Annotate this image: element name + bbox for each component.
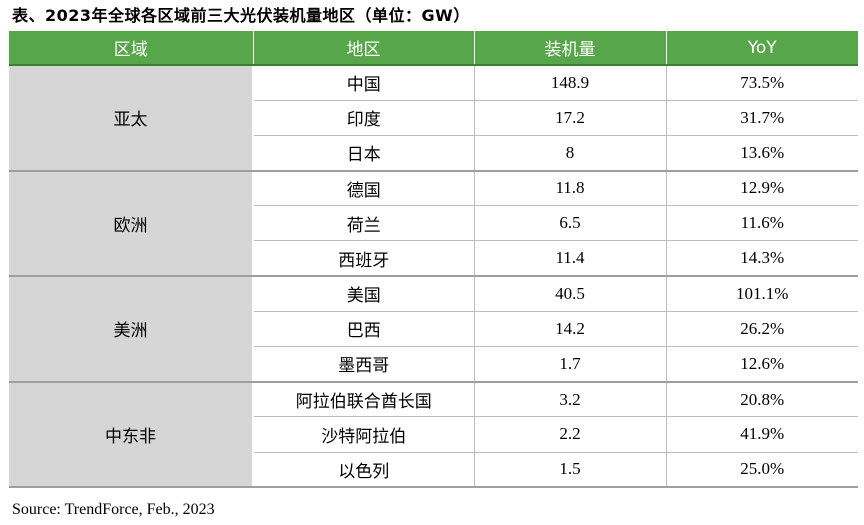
country-cell: 以色列 <box>253 452 475 489</box>
capacity-cell: 17.2 <box>474 100 667 136</box>
table-row: 中东非 阿拉伯联合酋长国 3.2 20.8% <box>9 381 858 489</box>
capacity-cell: 40.5 <box>474 276 667 312</box>
table-row: 沙特阿拉伯 2.2 41.9% <box>9 416 858 453</box>
yoy-cell: 12.9% <box>666 170 858 207</box>
capacity-cell: 8 <box>474 135 667 172</box>
country-cell: 墨西哥 <box>253 346 475 383</box>
pv-installation-table: 区域 地区 装机量 YoY 亚太 中国 148.9 73.5% 印度 17.2 … <box>9 31 858 489</box>
table-row: 亚太 中国 148.9 73.5% <box>9 65 858 172</box>
header-region: 区域 <box>9 31 254 66</box>
country-cell: 荷兰 <box>253 205 475 242</box>
capacity-cell: 11.8 <box>474 170 667 207</box>
table-row: 美洲 美国 40.5 101.1% <box>9 276 858 383</box>
yoy-cell: 26.2% <box>666 311 858 348</box>
yoy-cell: 41.9% <box>666 416 858 453</box>
country-cell: 印度 <box>253 100 475 136</box>
region-cell: 美洲 <box>9 276 254 383</box>
table-row: 以色列 1.5 25.0% <box>9 452 858 489</box>
table-row: 荷兰 6.5 11.6% <box>9 205 858 242</box>
table-row: 日本 8 13.6% <box>9 135 858 172</box>
region-cell: 欧洲 <box>9 170 254 278</box>
yoy-cell: 14.3% <box>666 240 858 278</box>
country-cell: 阿拉伯联合酋长国 <box>253 381 475 418</box>
capacity-cell: 1.5 <box>474 452 667 489</box>
yoy-cell: 101.1% <box>666 276 858 312</box>
table-row: 印度 17.2 31.7% <box>9 100 858 136</box>
region-cell: 中东非 <box>9 381 254 489</box>
region-cell: 亚太 <box>9 65 254 172</box>
country-cell: 西班牙 <box>253 240 475 278</box>
table-row: 墨西哥 1.7 12.6% <box>9 346 858 383</box>
yoy-cell: 13.6% <box>666 135 858 172</box>
header-area: 地区 <box>253 31 475 66</box>
capacity-cell: 6.5 <box>474 205 667 242</box>
yoy-cell: 11.6% <box>666 205 858 242</box>
header-yoy: YoY <box>666 31 858 66</box>
country-cell: 沙特阿拉伯 <box>253 416 475 453</box>
capacity-cell: 14.2 <box>474 311 667 348</box>
yoy-cell: 12.6% <box>666 346 858 383</box>
source-note: Source: TrendForce, Feb., 2023 <box>12 501 215 518</box>
table-header-row: 区域 地区 装机量 YoY <box>9 31 858 66</box>
yoy-cell: 25.0% <box>666 452 858 489</box>
yoy-cell: 73.5% <box>666 65 858 101</box>
yoy-cell: 31.7% <box>666 100 858 136</box>
country-cell: 日本 <box>253 135 475 172</box>
table-row: 西班牙 11.4 14.3% <box>9 240 858 278</box>
country-cell: 美国 <box>253 276 475 312</box>
country-cell: 巴西 <box>253 311 475 348</box>
yoy-cell: 20.8% <box>666 381 858 418</box>
table-row: 欧洲 德国 11.8 12.9% <box>9 170 858 278</box>
table-caption: 表、2023年全球各区域前三大光伏装机量地区（单位：GW） <box>12 6 470 25</box>
capacity-cell: 11.4 <box>474 240 667 278</box>
header-capacity: 装机量 <box>474 31 667 66</box>
capacity-cell: 1.7 <box>474 346 667 383</box>
capacity-cell: 148.9 <box>474 65 667 101</box>
country-cell: 中国 <box>253 65 475 101</box>
capacity-cell: 2.2 <box>474 416 667 453</box>
country-cell: 德国 <box>253 170 475 207</box>
capacity-cell: 3.2 <box>474 381 667 418</box>
table-row: 巴西 14.2 26.2% <box>9 311 858 348</box>
